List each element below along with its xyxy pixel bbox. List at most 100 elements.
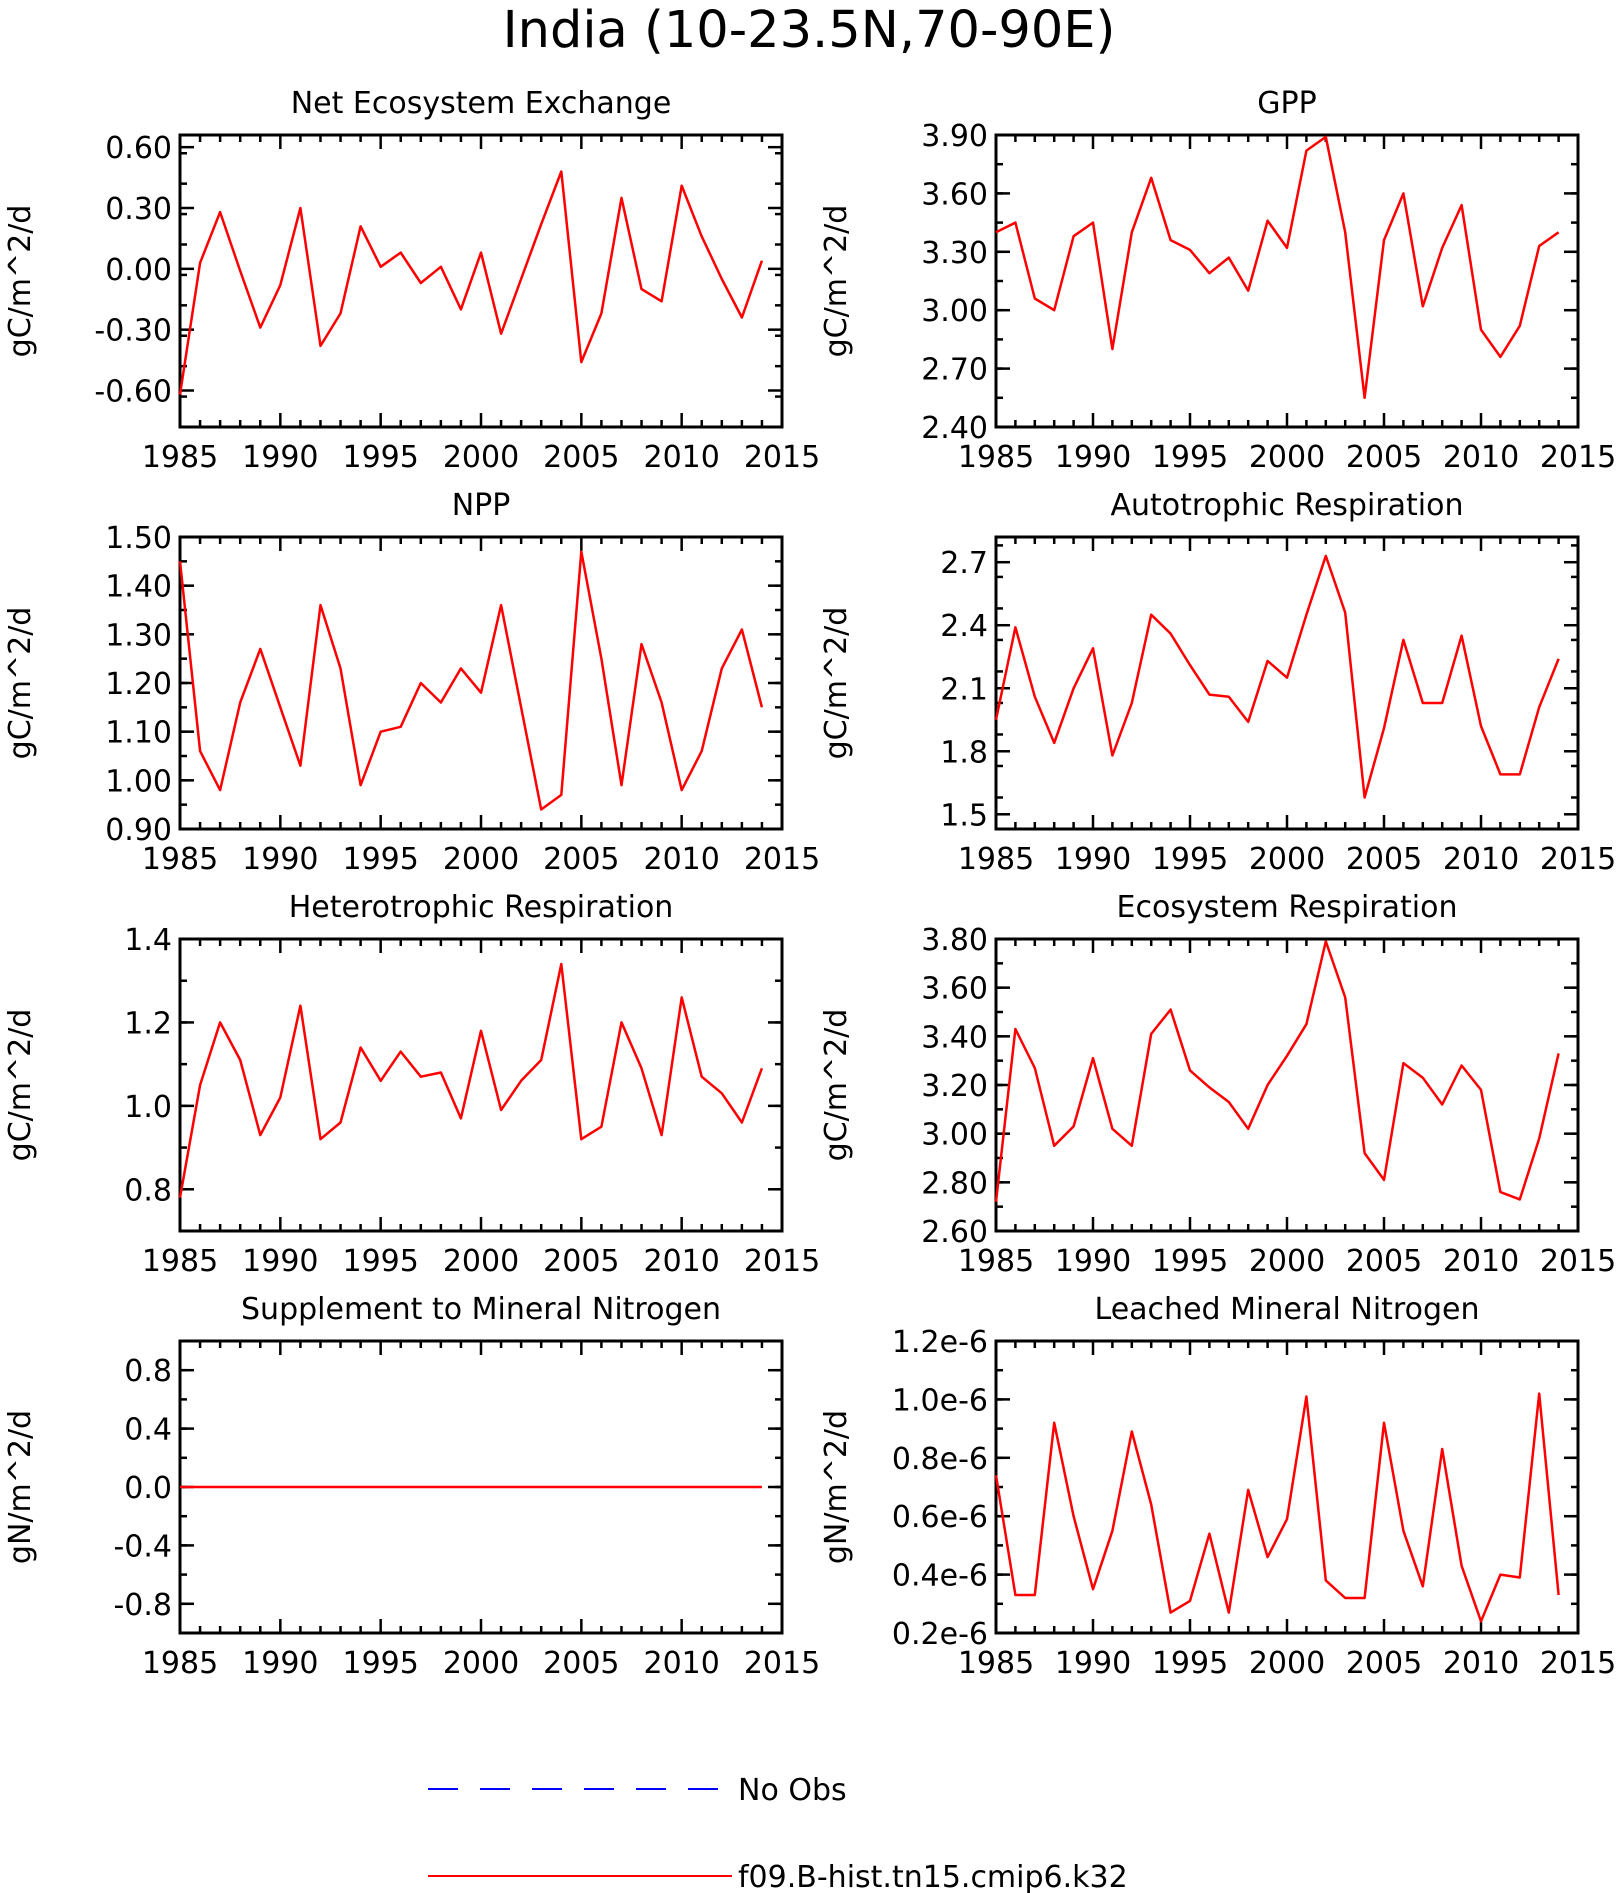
x-tick-label: 1995 [1152, 842, 1228, 877]
panel-autotrophic-respiration: Autotrophic Respiration gC/m^2/d 1985 1990 1… [819, 488, 1616, 877]
y-tick-label: 1.5 [940, 798, 988, 833]
y-axis-label: gN/m^2/d [3, 1410, 38, 1564]
y-axis-label: gC/m^2/d [3, 607, 38, 760]
y-tick-label: 0.0 [124, 1471, 172, 1506]
x-tick-label: 2000 [1249, 842, 1325, 877]
x-tick-label: 1995 [342, 1244, 418, 1279]
y-tick-label: 3.40 [921, 1020, 988, 1055]
y-tick-label: 2.7 [940, 546, 988, 581]
legend-label-no-obs: No Obs [738, 1773, 847, 1808]
y-tick-label: 1.2e-6 [892, 1325, 988, 1360]
x-tick-label: 2015 [1540, 440, 1616, 475]
x-tick-label: 2005 [543, 440, 619, 475]
x-tick-label: 1985 [142, 842, 218, 877]
x-tick-label: 2015 [1540, 842, 1616, 877]
y-tick-label: 1.20 [105, 667, 172, 702]
y-tick-label: 3.20 [921, 1069, 988, 1104]
y-tick-label: 3.60 [921, 177, 988, 212]
y-tick-label: 2.70 [921, 353, 988, 388]
x-tick-label: 2005 [543, 1244, 619, 1279]
panel-gpp: GPP gC/m^2/d 1985 1990 1995 2000 2005 2010 2015 2… [819, 86, 1616, 475]
figure-title: India (10-23.5N,70-90E) [503, 1, 1116, 60]
plot-frame [178, 133, 784, 429]
x-tick-label: 2005 [1346, 440, 1422, 475]
y-tick-label: 2.80 [921, 1166, 988, 1201]
x-tick-label: 1985 [958, 1244, 1034, 1279]
y-tick-label: 1.40 [105, 570, 172, 605]
x-tick-label: 1990 [242, 842, 318, 877]
y-tick-label: 3.60 [921, 972, 988, 1007]
y-tick-label: 0.2e-6 [892, 1617, 988, 1652]
panel-leached-mineral-nitrogen: Leached Mineral Nitrogen gN/m^2/d 1985 1990… [819, 1292, 1616, 1681]
y-tick-label: 2.40 [921, 411, 988, 446]
x-tick-label: 2010 [643, 1646, 719, 1681]
x-tick-label: 2015 [744, 1244, 820, 1279]
y-tick-label: 0.4e-6 [892, 1559, 988, 1594]
x-tick-label: 1990 [1055, 440, 1131, 475]
x-tick-label: 1985 [142, 1244, 218, 1279]
y-tick-label: 1.00 [105, 764, 172, 799]
x-tick-label: 2005 [543, 842, 619, 877]
x-tick-label: 1990 [1055, 1244, 1131, 1279]
y-tick-label: 2.4 [940, 609, 988, 644]
y-axis-label: gC/m^2/d [819, 607, 854, 760]
series-line [994, 940, 1560, 1202]
plot-frame [994, 133, 1580, 429]
y-axis-label: gC/m^2/d [819, 205, 854, 358]
x-tick-label: 2015 [744, 440, 820, 475]
x-tick-label: 2010 [1443, 842, 1519, 877]
y-tick-label: 3.00 [921, 294, 988, 329]
panel-npp: NPP gC/m^2/d 1985 1990 1995 2000 2005 2010 2015 0… [3, 488, 820, 877]
series-line [994, 1392, 1560, 1623]
x-tick-label: 2000 [1249, 1244, 1325, 1279]
x-tick-label: 1990 [242, 1646, 318, 1681]
y-tick-label: 3.80 [921, 923, 988, 958]
y-tick-label: 0.90 [105, 813, 172, 848]
y-tick-label: 1.30 [105, 618, 172, 653]
x-tick-label: 2000 [1249, 1646, 1325, 1681]
panel-title: Supplement to Mineral Nitrogen [241, 1292, 721, 1327]
x-tick-label: 2000 [443, 440, 519, 475]
panel-title: Heterotrophic Respiration [289, 890, 674, 925]
series-line [178, 962, 764, 1198]
y-tick-label: 1.2 [124, 1006, 172, 1041]
x-tick-label: 2010 [643, 440, 719, 475]
panel-title: GPP [1257, 86, 1316, 121]
y-axis-label: gC/m^2/d [3, 1009, 38, 1162]
y-tick-label: 1.50 [105, 521, 172, 556]
panel-title: Net Ecosystem Exchange [291, 86, 672, 121]
x-tick-label: 1990 [242, 440, 318, 475]
x-tick-label: 2005 [1346, 1646, 1422, 1681]
panels: Net Ecosystem Exchange gC/m^2/d 1985 1990 19… [3, 86, 1616, 1681]
x-tick-label: 2010 [1443, 1646, 1519, 1681]
y-tick-label: 0.6e-6 [892, 1500, 988, 1535]
y-tick-label: 1.10 [105, 716, 172, 751]
y-tick-label: 3.30 [921, 236, 988, 271]
x-tick-label: 1995 [1152, 1244, 1228, 1279]
x-tick-label: 1985 [142, 1646, 218, 1681]
x-tick-label: 1995 [342, 842, 418, 877]
x-tick-label: 1995 [1152, 1646, 1228, 1681]
x-tick-label: 2010 [643, 1244, 719, 1279]
x-tick-label: 2000 [443, 1244, 519, 1279]
x-tick-label: 1985 [958, 842, 1034, 877]
panel-title: Leached Mineral Nitrogen [1095, 1292, 1480, 1327]
x-tick-label: 2015 [1540, 1646, 1616, 1681]
y-tick-label: 3.00 [921, 1118, 988, 1153]
y-tick-label: -0.30 [94, 314, 172, 349]
y-tick-label: 0.8 [124, 1173, 172, 1208]
y-tick-label: -0.60 [94, 375, 172, 410]
legend-label-model: f09.B-hist.tn15.cmip6.k32 [738, 1860, 1128, 1893]
y-tick-label: 0.00 [105, 253, 172, 288]
panel-net-ecosystem-exchange: Net Ecosystem Exchange gC/m^2/d 1985 1990 19… [3, 86, 820, 475]
series-line [995, 135, 1560, 400]
y-axis-label: gC/m^2/d [819, 1009, 854, 1162]
y-tick-label: 0.60 [105, 131, 172, 166]
x-tick-label: 2005 [1346, 1244, 1422, 1279]
x-tick-label: 1995 [342, 440, 418, 475]
y-tick-label: 1.0e-6 [892, 1383, 988, 1418]
y-axis-label: gC/m^2/d [3, 205, 38, 358]
x-tick-label: 1985 [958, 1646, 1034, 1681]
x-tick-label: 2015 [1540, 1244, 1616, 1279]
